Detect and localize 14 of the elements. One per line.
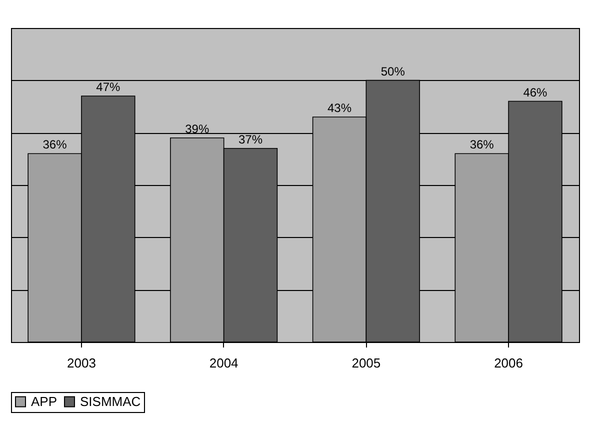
- data-label: 47%: [96, 80, 120, 94]
- x-tick-label: 2006: [494, 356, 523, 370]
- data-label: 46%: [523, 85, 548, 100]
- data-label: 36%: [470, 138, 494, 152]
- legend-label: SISMMAC: [80, 394, 141, 409]
- data-label: 37%: [238, 132, 263, 146]
- data-label: 43%: [327, 100, 352, 115]
- data-label: 39%: [185, 122, 210, 136]
- x-tick-label: 2004: [209, 356, 238, 370]
- legend-label: APP: [31, 394, 58, 409]
- data-label: 50%: [380, 64, 406, 78]
- x-tick-label: 2005: [352, 356, 381, 370]
- data-label: 36%: [42, 138, 68, 152]
- x-tick-label: 2003: [67, 356, 96, 370]
